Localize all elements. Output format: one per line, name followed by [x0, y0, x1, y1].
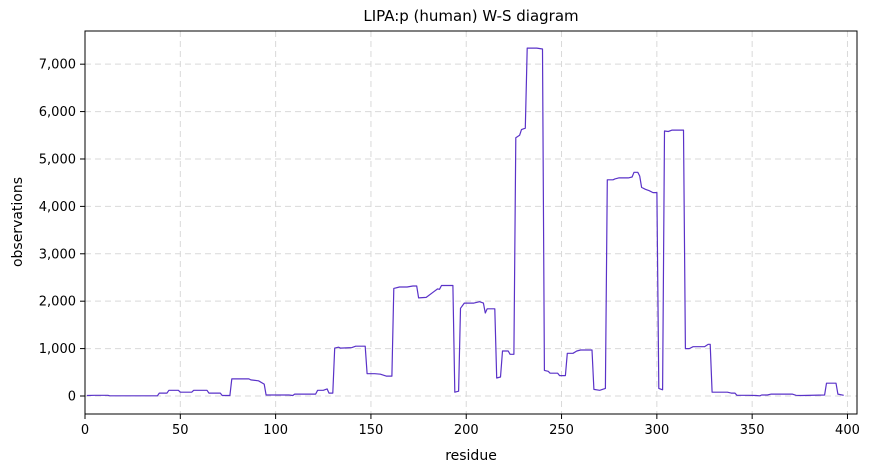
y-tick-label: 3,000 — [39, 247, 76, 262]
y-tick-label: 6,000 — [39, 105, 76, 120]
x-tick-label: 350 — [740, 423, 765, 438]
x-axis: 0 50 100 150 200 250 300 350 400 — [81, 414, 860, 438]
x-tick-label: 0 — [81, 423, 89, 438]
x-axis-title: residue — [445, 448, 497, 464]
x-tick-label: 50 — [172, 423, 189, 438]
x-tick-label: 150 — [359, 423, 384, 438]
x-tick-label: 400 — [835, 423, 860, 438]
x-tick-label: 200 — [454, 423, 479, 438]
y-tick-label: 5,000 — [39, 152, 76, 167]
plot-frame — [84, 30, 858, 415]
y-axis-title: observations — [10, 177, 26, 267]
y-tick-label: 1,000 — [39, 342, 76, 357]
y-tick-label: 0 — [68, 389, 76, 404]
y-tick-label: 2,000 — [39, 295, 76, 310]
chart-title: LIPA:p (human) W-S diagram — [363, 7, 578, 25]
y-tick-label: 4,000 — [39, 200, 76, 215]
y-tick-label: 7,000 — [39, 58, 76, 73]
x-tick-label: 250 — [549, 423, 574, 438]
y-axis: 0 1,000 2,000 3,000 4,000 5,000 6,000 7,000 — [39, 58, 85, 404]
x-tick-label: 100 — [263, 423, 288, 438]
x-tick-label: 300 — [644, 423, 669, 438]
series-line — [86, 47, 844, 397]
plot-background — [85, 31, 857, 414]
